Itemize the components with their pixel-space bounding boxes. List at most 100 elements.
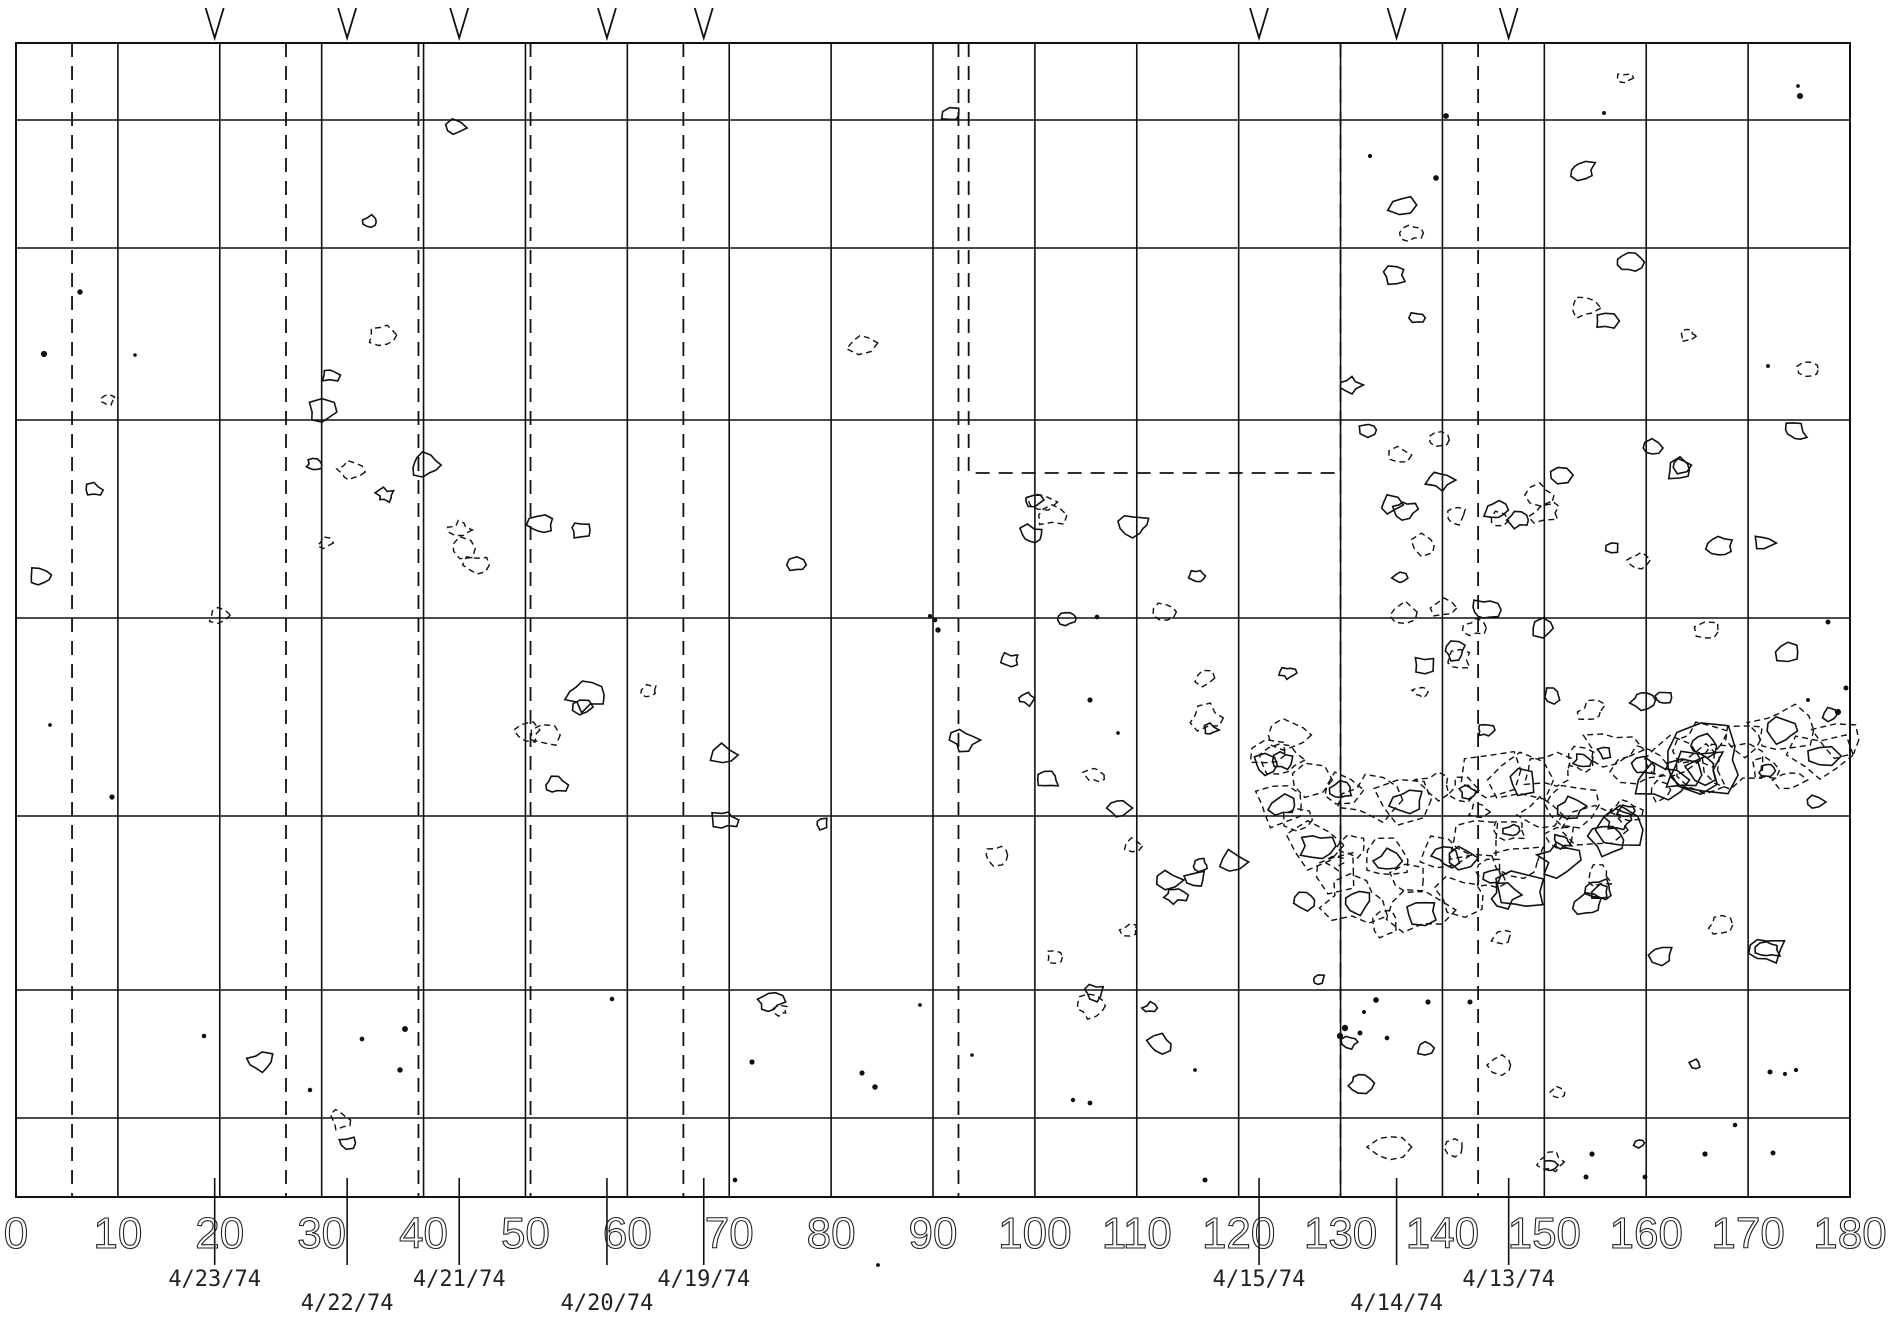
- contour-small-52: [1398, 224, 1425, 243]
- contour-speck-31: [1602, 111, 1606, 115]
- contour-small-104: [1192, 857, 1208, 873]
- contour-small-2: [85, 481, 105, 496]
- contour-band-inner-3: [1328, 779, 1353, 799]
- contour-medium-8: [545, 775, 570, 793]
- contour-small-28: [1194, 669, 1216, 688]
- contour-speck-28: [1443, 113, 1449, 119]
- contour-strong-9: [1490, 881, 1524, 910]
- contour-small-31: [1388, 600, 1418, 625]
- contour-medium-13: [1189, 702, 1225, 732]
- x-tick-label-180: 180: [1813, 1209, 1886, 1258]
- contour-small-39: [1595, 746, 1612, 760]
- contour-medium-32: [1747, 938, 1786, 965]
- contour-speck-4: [48, 723, 52, 727]
- contour-small-88: [1616, 73, 1635, 84]
- contour-small-97: [1523, 482, 1555, 507]
- contour-band-outer-28: [1490, 846, 1545, 880]
- contour-strong-7: [1534, 841, 1582, 880]
- contour-medium-6: [530, 723, 561, 747]
- contour-small-54: [1407, 311, 1427, 324]
- contour-band-outer-29: [1475, 858, 1508, 889]
- contour-speck-56: [1373, 997, 1379, 1003]
- contour-speck-7: [359, 1036, 365, 1042]
- contour-speck-25: [1782, 1071, 1788, 1077]
- contour-small-5: [444, 117, 469, 136]
- date-marker-v-2: [337, 7, 358, 42]
- x-tick-label-100: 100: [998, 1209, 1071, 1258]
- contour-small-105: [1155, 869, 1186, 891]
- contour-small-68: [1140, 1000, 1159, 1013]
- contour-band-outer-19: [1785, 734, 1855, 780]
- contour-band-inner-37: [1266, 792, 1296, 816]
- contour-medium-28: [1642, 437, 1665, 455]
- contour-medium-9: [709, 742, 740, 764]
- contour-band-outer-45: [1544, 784, 1600, 829]
- contour-band-outer-11: [1567, 745, 1595, 774]
- contour-band-outer-22: [1724, 725, 1763, 759]
- contour-band-outer-3: [1324, 771, 1365, 805]
- contour-small-76: [1443, 1138, 1463, 1158]
- contour-band-inner-43: [1502, 823, 1521, 837]
- contour-speck-30: [1433, 175, 1439, 181]
- contour-strong-4: [1634, 761, 1691, 801]
- x-tick-label-150: 150: [1508, 1209, 1581, 1258]
- contour-small-42: [1602, 808, 1633, 831]
- x-tick-label-160: 160: [1610, 1209, 1683, 1258]
- contour-small-89: [1569, 160, 1597, 182]
- contour-small-55: [1428, 430, 1451, 448]
- contour-speck-29: [1367, 153, 1373, 159]
- x-tick-label-120: 120: [1202, 1209, 1275, 1258]
- contour-band-outer-37: [1254, 785, 1302, 829]
- contour-medium-23: [1447, 648, 1471, 669]
- contour-speck-43: [1834, 708, 1842, 716]
- contour-small-48: [1806, 794, 1828, 809]
- x-tick-label-140: 140: [1406, 1209, 1479, 1258]
- contour-band-outer-42: [1448, 819, 1499, 861]
- contour-band-outer-10: [1523, 751, 1572, 787]
- contour-medium-35: [1486, 1053, 1512, 1077]
- dashed-boundaries: [71, 43, 1480, 1197]
- contour-strong-8: [1494, 870, 1545, 908]
- contour-medium-18: [1410, 532, 1435, 558]
- contour-medium-21: [1490, 510, 1510, 527]
- contour-small-94: [1572, 296, 1602, 320]
- contour-small-74: [1312, 974, 1326, 986]
- contour-band-outer-38: [1335, 833, 1365, 859]
- contour-small-96: [1549, 466, 1575, 485]
- contour-speck-26: [1767, 1069, 1773, 1075]
- contour-small-3: [30, 566, 53, 586]
- x-axis-ticks: 0 10 20 30 40 50 60 70 80 90 100 110 120 130 140 150 160…: [3, 1208, 1887, 1258]
- contour-band-inner-27: [1553, 833, 1574, 851]
- contour-band-outer-8: [1460, 750, 1522, 799]
- contour-band-outer-13: [1608, 744, 1669, 785]
- contour-band-outer-15: [1675, 742, 1727, 795]
- contour-speck-6: [201, 1033, 207, 1039]
- contour-small-109: [985, 845, 1009, 867]
- contour-small-102: [1105, 799, 1134, 818]
- contour-speck-48: [932, 617, 938, 623]
- contour-small-71: [1182, 870, 1206, 887]
- contour-band-outer-30: [1433, 875, 1484, 919]
- contour-speck-33: [1796, 92, 1804, 100]
- contour-speck-24: [1467, 999, 1473, 1005]
- contour-band-outer-43: [1492, 820, 1527, 842]
- contour-medium-25: [1628, 691, 1657, 712]
- contour-speck-1: [77, 289, 83, 295]
- contour-small-65: [1416, 1040, 1436, 1056]
- contour-band-outer-7: [1447, 776, 1481, 804]
- contour-speck-51: [1094, 614, 1100, 620]
- contour-band-inner-35: [1299, 834, 1337, 860]
- contour-small-56: [1391, 501, 1420, 521]
- contour-small-36: [1604, 542, 1619, 554]
- contour-band-outer-36: [1282, 807, 1314, 832]
- contour-band-inner-29: [1482, 868, 1502, 884]
- contour-small-70: [1118, 922, 1138, 937]
- contour-small-81: [1347, 1073, 1376, 1095]
- contour-small-69: [1162, 888, 1190, 906]
- contour-medium-7: [512, 721, 541, 743]
- contour-small-43: [1693, 621, 1719, 639]
- x-tick-label-40: 40: [399, 1209, 448, 1258]
- contour-small-82: [329, 1108, 352, 1131]
- contour-band-inner-17: [1757, 763, 1777, 778]
